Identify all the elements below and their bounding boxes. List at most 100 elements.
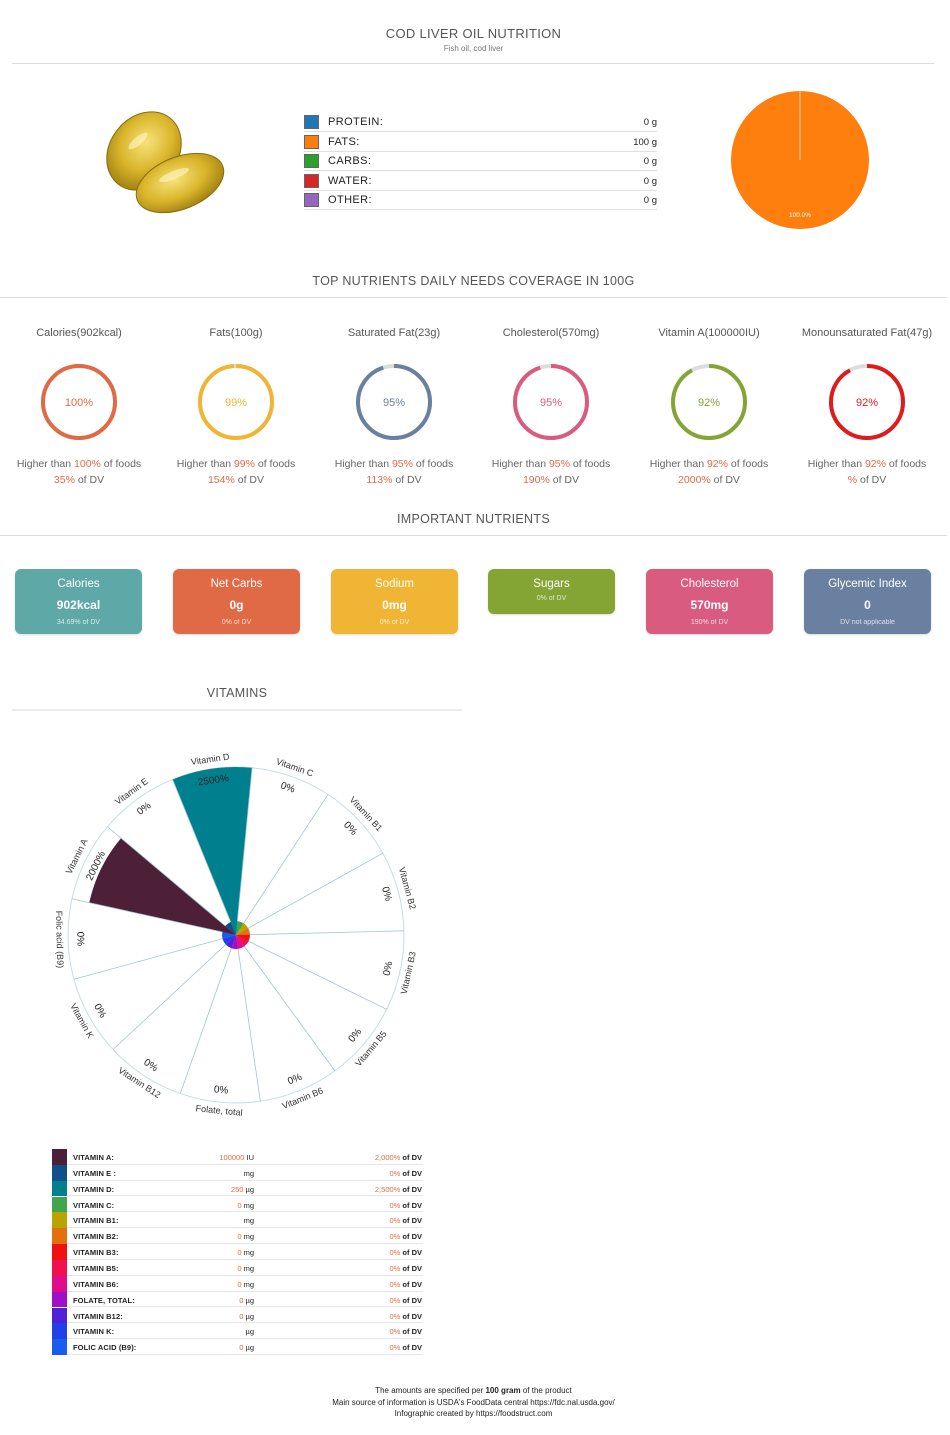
footer-line-3: Infographic created by https://foodstruc… — [394, 1409, 553, 1418]
macro-swatch — [304, 193, 319, 207]
coverage-higher-prefix: Higher than — [807, 458, 865, 470]
nutrient-card-value: 0mg — [382, 598, 407, 612]
nutrient-card-name: Cholesterol — [680, 578, 739, 590]
vitamin-swatch — [52, 1228, 67, 1245]
polar-spoke — [71, 898, 237, 936]
macro-row: OTHER: 0 g — [304, 191, 657, 210]
vitamin-dv: 2,000% of DV — [375, 1153, 422, 1162]
coverage-dv-suffix: of DV — [710, 474, 740, 486]
vitamin-dv: 0% of DV — [389, 1327, 422, 1336]
polar-category-label: Vitamin D — [190, 751, 230, 767]
vitamin-row: VITAMIN B5: 0 mg 0% of DV — [52, 1259, 423, 1276]
coverage-name: Cholesterol(570mg) — [502, 327, 600, 339]
vitamin-amount-number: 0 — [237, 1232, 242, 1242]
vitamin-swatch — [52, 1149, 67, 1165]
vitamin-dv-suffix: of DV — [400, 1295, 422, 1305]
vitamin-dv: 0% of DV — [389, 1169, 422, 1178]
nutrient-card-name: Calories — [57, 578, 100, 590]
coverage-higher-than: Higher than 95% of foods — [473, 458, 629, 470]
cod-liver-oil-capsules-image — [106, 111, 225, 214]
nutrient-card: Calories 902kcal 34.69% of DV — [15, 569, 142, 634]
vitamin-dv-number: 0% — [389, 1200, 401, 1210]
coverage-item: Saturated Fat(23g) 95% Higher than 95% of … — [316, 325, 472, 486]
coverage-ring-arc — [671, 364, 747, 440]
center-wheel-segment — [231, 935, 239, 949]
vitamin-dv-suffix: of DV — [400, 1263, 422, 1273]
vitamin-name: VITAMIN B1: — [73, 1216, 119, 1226]
center-wheel-segment — [225, 935, 236, 949]
polar-value-label: 0% — [135, 800, 153, 817]
vitamin-amount-number: 0 — [239, 1343, 244, 1353]
coverage-dv: % of DV — [789, 474, 945, 486]
polar-value-label: 0% — [341, 820, 359, 838]
vitamin-dv-suffix: of DV — [400, 1232, 422, 1242]
important-section-title: IMPORTANT NUTRIENTS — [397, 512, 550, 526]
macro-swatch — [304, 115, 319, 129]
polar-spoke — [235, 767, 253, 936]
vitamin-amount: 0 µg — [162, 1312, 254, 1321]
vitamins-divider — [12, 709, 462, 711]
coverage-higher-pct: 95% — [391, 458, 413, 470]
coverage-dv: 35% of DV — [1, 474, 157, 486]
coverage-higher-pct: 92% — [864, 458, 886, 470]
vitamin-dv-number: 0% — [389, 1263, 401, 1273]
vitamin-amount-number: 0 — [237, 1200, 242, 1210]
polar-value-label: 0% — [286, 1072, 304, 1088]
vitamin-dv: 0% of DV — [389, 1248, 422, 1257]
coverage-higher-pct: 99% — [233, 458, 255, 470]
polar-category-label: Folate, total — [195, 1103, 243, 1117]
vitamin-amount-number: 0 — [237, 1248, 242, 1258]
coverage-dv-suffix: of DV — [549, 474, 580, 486]
coverage-ring-arc — [356, 364, 432, 440]
macro-row: PROTEIN: 0 g — [304, 113, 657, 132]
vitamin-dv-number: 2,000% — [374, 1153, 401, 1162]
polar-wedge — [89, 838, 236, 935]
vitamin-amount: 0 mg — [162, 1280, 254, 1289]
nutrient-card-dv: DV not applicable — [840, 619, 895, 626]
vitamin-amount-unit: µg — [245, 1327, 255, 1337]
vitamin-amount-unit: mg — [243, 1168, 254, 1178]
coverage-ring-arc — [513, 364, 589, 440]
vitamin-amount-unit: mg — [241, 1200, 254, 1210]
vitamin-name: VITAMIN E : — [73, 1168, 117, 1178]
vitamin-amount-number: 0 — [239, 1295, 244, 1305]
center-wheel-segment — [230, 921, 238, 935]
polar-category-label: Vitamin B2 — [397, 866, 418, 910]
polar-spoke — [172, 779, 237, 936]
vitamin-swatch — [52, 1339, 67, 1355]
vitamin-amount-number: 0 — [237, 1263, 242, 1273]
vitamin-dv-suffix: of DV — [400, 1343, 422, 1353]
coverage-dv: 2000% of DV — [631, 474, 787, 486]
vitamin-row: FOLATE, TOTAL: 0 µg 0% of DV — [52, 1291, 423, 1308]
vitamin-amount: mg — [162, 1169, 254, 1178]
macro-label: WATER: — [328, 174, 372, 187]
vitamin-row: VITAMIN D: 250 µg 2,500% of DV — [52, 1180, 423, 1197]
vitamin-swatch — [52, 1244, 67, 1260]
vitamin-amount-unit: mg — [241, 1232, 254, 1242]
vitamin-dv: 0% of DV — [389, 1216, 422, 1225]
vitamin-amount-number: 0 — [237, 1279, 242, 1289]
macro-pie-chart: 100.0% — [731, 91, 869, 229]
coverage-item: Monounsaturated Fat(47g) 92% Higher than 9… — [789, 325, 945, 486]
pie-slice-label: 100.0% — [789, 212, 811, 219]
macro-row: WATER: 0 g — [304, 172, 657, 191]
center-wheel-segment — [225, 922, 236, 935]
vitamin-name: VITAMIN A: — [73, 1153, 114, 1162]
coverage-higher-than: Higher than 95% of foods — [316, 458, 472, 470]
coverage-percent: 92% — [856, 397, 878, 409]
vitamin-swatch — [52, 1164, 67, 1181]
footer-line-1-bold: 100 gram — [485, 1386, 521, 1395]
polar-category-label: Vitamin A — [64, 837, 90, 875]
vitamin-amount-unit: IU — [244, 1153, 254, 1162]
coverage-higher-pct: 95% — [548, 458, 570, 470]
vitamin-name: VITAMIN B6: — [73, 1279, 119, 1289]
coverage-percent: 99% — [225, 397, 247, 409]
macro-value: 0 g — [643, 175, 657, 187]
header-divider — [12, 63, 934, 64]
vitamin-dv: 0% of DV — [389, 1264, 422, 1273]
vitamin-dv-suffix: of DV — [400, 1216, 422, 1226]
polar-value-label: 0% — [141, 1057, 159, 1074]
polar-spoke — [73, 934, 237, 980]
coverage-ring: 100% — [41, 364, 117, 440]
vitamin-amount: 250 µg — [162, 1185, 254, 1194]
